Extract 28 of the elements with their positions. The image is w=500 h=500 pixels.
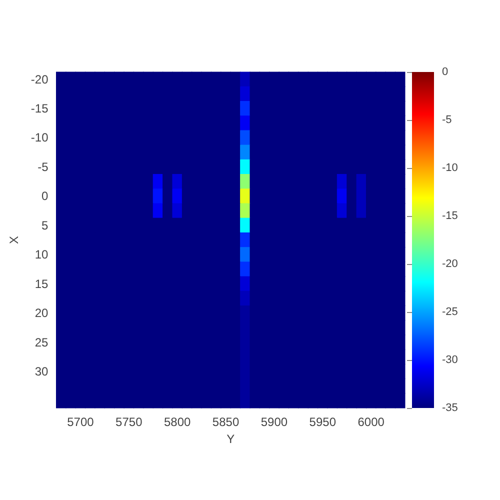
x-tick-label: 5700 xyxy=(67,415,94,429)
y-tick-label: 10 xyxy=(34,248,49,262)
y-tick-label: 5 xyxy=(42,218,49,232)
y-axis-title: X xyxy=(7,236,21,244)
y-tick-label: -5 xyxy=(38,160,49,174)
x-tick-label: 5950 xyxy=(309,415,336,429)
y-tick-label: 30 xyxy=(34,364,49,378)
y-tick-label: 15 xyxy=(34,276,49,291)
x-tick-label: 5750 xyxy=(116,415,143,429)
color-bar-label: -5 xyxy=(442,114,452,126)
color-bar-label: -30 xyxy=(442,354,458,366)
x-axis-title: Y xyxy=(226,432,235,446)
y-tick-label: 0 xyxy=(42,189,49,204)
x-tick-label: 5900 xyxy=(260,415,288,429)
color-bar-label: -20 xyxy=(442,258,458,270)
color-bar-label: -35 xyxy=(442,402,458,414)
y-tick-label: -15 xyxy=(30,102,49,116)
y-tick-label: -20 xyxy=(30,72,49,86)
y-tick-label: -10 xyxy=(30,130,49,145)
y-tick-label: 25 xyxy=(34,335,49,350)
x-tick-label: 5800 xyxy=(164,415,192,429)
y-tick-label: 20 xyxy=(34,306,49,320)
x-tick-label: 5850 xyxy=(212,415,240,429)
color-bar-label: -10 xyxy=(442,162,458,174)
color-bar-label: -15 xyxy=(442,210,458,222)
color-bar-label: -25 xyxy=(442,306,458,318)
color-bar-label: 0 xyxy=(442,66,448,78)
x-tick-label: 6000 xyxy=(358,415,385,429)
